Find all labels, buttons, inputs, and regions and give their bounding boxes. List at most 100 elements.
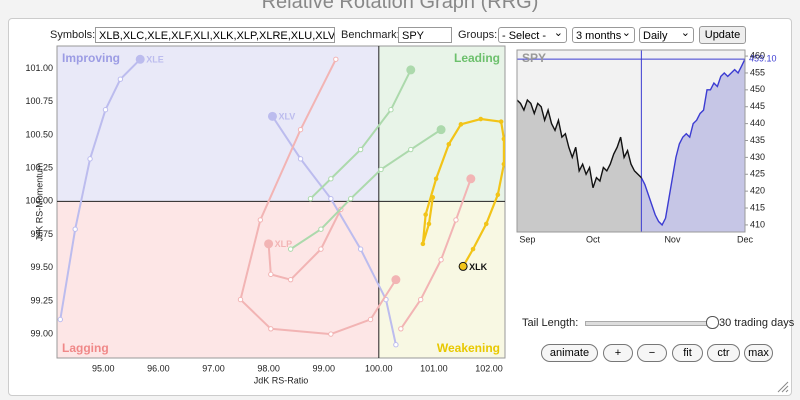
fit-button[interactable]: fit xyxy=(672,344,703,362)
tail-point xyxy=(318,246,324,252)
benchmark-label: Benchmark: xyxy=(341,29,400,41)
tail-point xyxy=(458,122,464,127)
tail-point xyxy=(87,156,93,162)
tail-point xyxy=(307,195,314,202)
tail-line xyxy=(239,58,397,336)
tail-head xyxy=(406,65,416,75)
update-button[interactable]: Update xyxy=(699,26,746,44)
y-tick-label: 420 xyxy=(750,186,765,196)
quadrant xyxy=(57,201,379,358)
frequency-select[interactable]: Daily xyxy=(639,27,694,43)
y-tick-label: 99.50 xyxy=(30,262,53,272)
page-title: Relative Rotation Graph (RRG) xyxy=(261,0,539,13)
tail-point xyxy=(483,221,489,227)
tail-point xyxy=(398,326,404,332)
tail-point xyxy=(328,195,334,202)
tail-point xyxy=(408,146,414,153)
tail-point xyxy=(357,146,364,153)
y-tick-label: 425 xyxy=(750,169,765,179)
tail-point xyxy=(117,76,124,82)
slider-thumb[interactable] xyxy=(706,316,719,329)
benchmark-input[interactable]: SPY xyxy=(398,27,452,43)
quadrant xyxy=(378,46,505,202)
y-tick-label: 415 xyxy=(750,202,765,212)
symbols-input[interactable]: XLB,XLC,XLE,XLF,XLI,XLK,XLP,XLRE,XLU,XLV… xyxy=(95,27,335,43)
y-tick-label: 440 xyxy=(750,118,765,128)
y-axis-label: JdK RS-Momentum xyxy=(34,163,44,242)
y-tick-label: 450 xyxy=(750,84,765,94)
tail-point xyxy=(367,316,374,323)
tail-head xyxy=(466,174,476,184)
symbol-label: XLE xyxy=(146,55,164,65)
tail-point xyxy=(72,226,78,232)
tail-length-number: 30 xyxy=(719,317,732,329)
resize-grip[interactable] xyxy=(777,381,789,393)
zoom-in-button[interactable]: + xyxy=(603,344,633,362)
tail-head xyxy=(135,54,145,64)
tail-point xyxy=(426,221,432,227)
quadrant-label: Improving xyxy=(62,51,120,65)
tail-point xyxy=(378,166,384,173)
tail-point xyxy=(417,296,424,303)
center-button[interactable]: ctr xyxy=(707,344,740,362)
quadrant-label: Lagging xyxy=(62,341,109,355)
tail-point xyxy=(478,116,484,122)
tail-point xyxy=(393,342,399,348)
tail-point xyxy=(423,212,428,217)
x-tick-label: 95.00 xyxy=(92,363,115,373)
plot-border xyxy=(56,45,506,359)
last-price-label: 459.10 xyxy=(749,53,777,63)
y-tick-label: 100.50 xyxy=(25,129,53,139)
y-tick-label: 99.75 xyxy=(30,229,53,239)
tail-point xyxy=(348,195,354,202)
y-tick-label: 101.00 xyxy=(25,63,53,73)
zoom-out-button[interactable]: − xyxy=(637,344,667,362)
quadrant xyxy=(57,46,379,202)
tail-point xyxy=(446,141,452,147)
tail-point xyxy=(237,296,244,303)
price-line xyxy=(516,58,746,227)
tail-head xyxy=(458,261,468,271)
tail-point xyxy=(102,107,109,113)
tail-point xyxy=(453,217,459,223)
tail-point xyxy=(328,331,334,337)
tail-point xyxy=(498,119,504,124)
y-tick-label: 460 xyxy=(750,50,765,60)
y-tick-label: 100.75 xyxy=(25,96,53,106)
period-select[interactable]: 3 months xyxy=(572,27,635,43)
tail-point xyxy=(501,136,505,142)
tail-head xyxy=(267,111,277,121)
x-tick-label: 98.00 xyxy=(257,363,280,373)
tail-point xyxy=(357,246,364,252)
quadrant-label: Leading xyxy=(454,51,500,65)
x-tick-label: Sep xyxy=(519,234,535,244)
tail-point xyxy=(318,226,324,232)
x-tick-label: 100.00 xyxy=(365,363,393,373)
tail-point xyxy=(501,161,505,167)
tail-head xyxy=(264,239,274,249)
tail-line xyxy=(59,58,141,320)
x-tick-label: 99.00 xyxy=(312,363,335,373)
tail-point xyxy=(438,257,444,263)
animate-button[interactable]: animate xyxy=(541,344,598,362)
max-button[interactable]: max xyxy=(744,344,773,362)
y-tick-label: 100.25 xyxy=(25,163,53,173)
y-tick-label: 99.25 xyxy=(30,295,53,305)
chart-title: SPY xyxy=(522,51,546,65)
symbol-label: XLV xyxy=(278,112,295,122)
groups-select[interactable]: - Select - xyxy=(498,27,567,43)
y-tick-label: 435 xyxy=(750,135,765,145)
tail-point xyxy=(433,176,439,182)
y-tick-label: 455 xyxy=(750,67,765,77)
tail-point xyxy=(297,126,304,133)
symbol-label: XLK xyxy=(469,262,488,272)
symbols-label: Symbols: xyxy=(50,29,96,41)
tail-point xyxy=(268,326,274,332)
tail-point xyxy=(430,195,436,200)
x-tick-label: 97.00 xyxy=(202,363,225,373)
tail-point xyxy=(257,217,264,223)
tail-length-value: 30 trading days xyxy=(719,317,794,329)
tail-line xyxy=(271,115,397,345)
